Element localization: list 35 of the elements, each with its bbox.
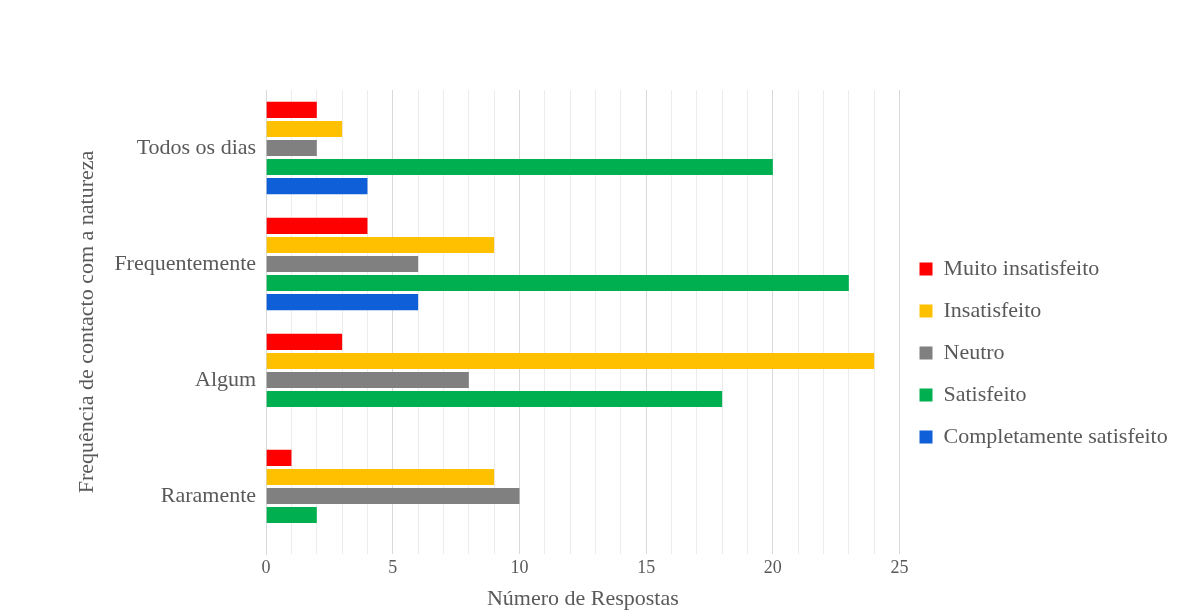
bar: [266, 293, 419, 311]
legend-label: Completamente satisfeito: [943, 422, 1168, 448]
bar: [266, 333, 343, 351]
y-axis-title: Frequência de contacto com a natureza: [72, 150, 98, 494]
bar: [266, 274, 849, 292]
bar: [266, 217, 368, 235]
bar: [266, 101, 317, 119]
legend-label: Satisfeito: [943, 380, 1027, 406]
bar: [266, 255, 419, 273]
bar: [266, 158, 773, 176]
x-tick-label: 10: [510, 556, 529, 577]
x-tick-label: 20: [763, 556, 782, 577]
bar: [266, 506, 317, 524]
legend-label: Insatisfeito: [943, 296, 1042, 322]
x-tick-label: 15: [637, 556, 656, 577]
y-tick-label: Algum: [195, 365, 257, 391]
x-tick-label: 0: [261, 556, 271, 577]
bar: [266, 449, 292, 467]
legend-label: Neutro: [943, 338, 1005, 364]
y-tick-label: Todos os dias: [136, 133, 257, 159]
bar: [266, 352, 875, 370]
x-axis-title: Número de Respostas: [486, 584, 679, 610]
bar: [266, 468, 495, 486]
legend-label: Muito insatisfeito: [943, 254, 1100, 280]
bar: [266, 487, 520, 505]
bar: [266, 120, 343, 138]
bar: [266, 371, 469, 389]
x-tick-label: 25: [890, 556, 909, 577]
y-tick-label: Frequentemente: [114, 249, 257, 275]
x-tick-label: 5: [388, 556, 398, 577]
bar: [266, 390, 723, 408]
bar: [266, 139, 317, 157]
bar: [266, 236, 495, 254]
bar: [266, 177, 368, 195]
y-tick-label: Raramente: [160, 481, 257, 507]
